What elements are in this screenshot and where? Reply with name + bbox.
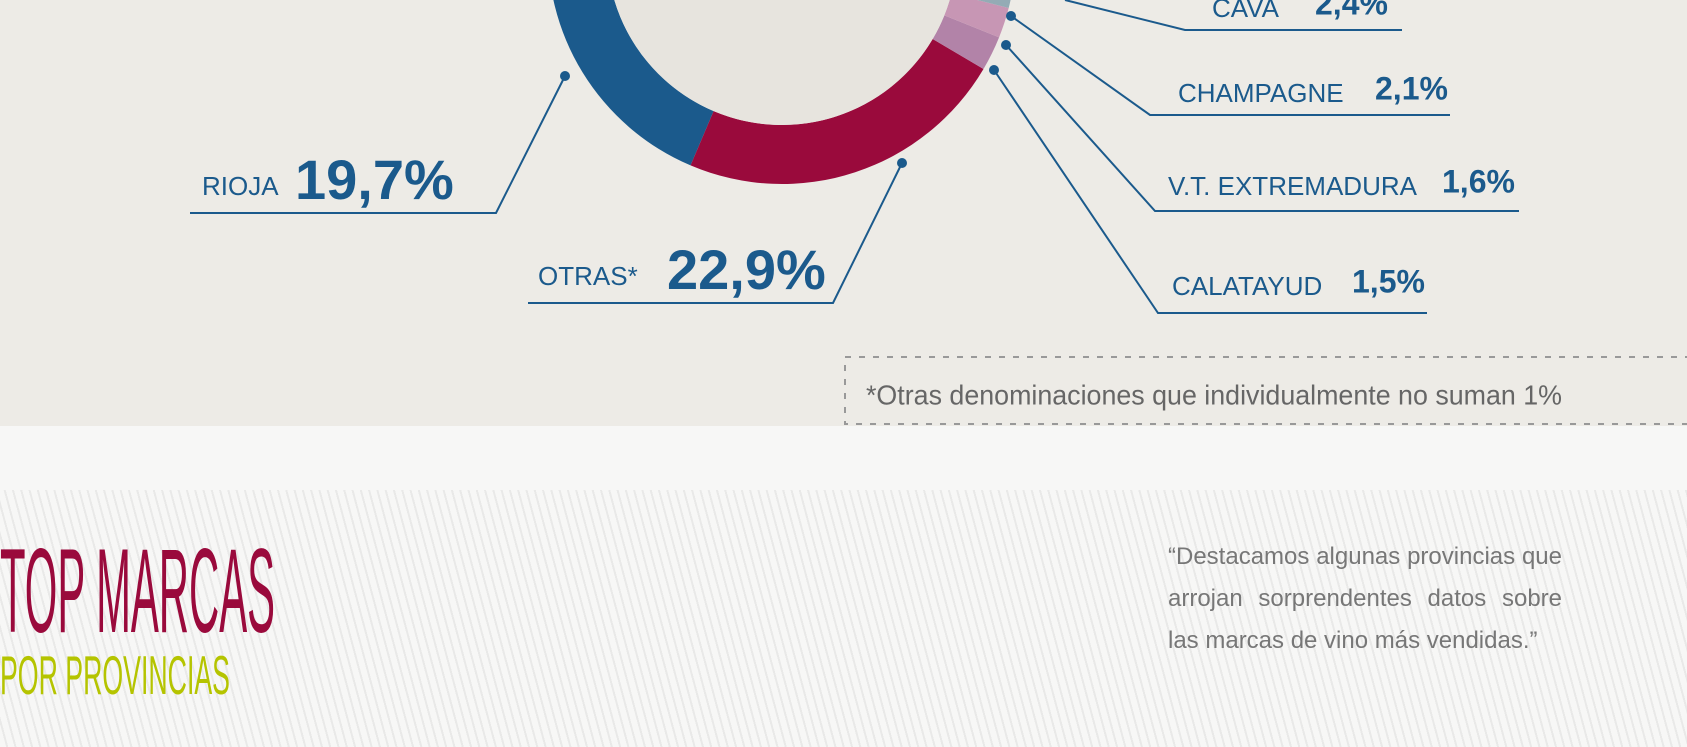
leader-dot: [989, 65, 999, 75]
pie-slice: [944, 0, 1009, 38]
value-label: 1,6%: [1442, 163, 1515, 199]
striped-band: [0, 490, 1687, 747]
value-label: 2,1%: [1375, 70, 1448, 106]
leader-dot: [560, 71, 570, 81]
value-label: 22,9%: [667, 238, 826, 301]
footnote-box: [844, 356, 1687, 425]
footnote: *Otras denominaciones que individualment…: [866, 379, 1562, 410]
pie-slice: [977, 0, 1011, 9]
quote: “Destacamos algunas provincias que arroj…: [1168, 543, 1562, 654]
leader-line: [1064, 0, 1402, 31]
leader-dot: [1001, 40, 1011, 50]
value-label: 2,4%: [1315, 0, 1388, 21]
pie-slice: [553, 0, 714, 166]
pie-slice: [932, 15, 1000, 69]
category-label: RIOJA: [202, 171, 279, 201]
leader-line: [993, 69, 1427, 314]
category-label: CHAMPAGNE: [1178, 78, 1344, 108]
category-label: CALATAYUD: [1172, 271, 1322, 301]
leader-line: [528, 162, 903, 304]
section-title: TOP MARCAS: [0, 524, 275, 658]
category-label: OTRAS*: [538, 261, 638, 291]
leader-line: [190, 75, 566, 214]
donut-hole: [614, 0, 950, 125]
leader-dot: [1006, 11, 1016, 21]
leader-dot: [897, 158, 907, 168]
value-label: 19,7%: [295, 148, 454, 211]
value-label: 1,5%: [1352, 263, 1425, 299]
category-label: CAVA: [1212, 0, 1280, 23]
category-label: V.T. EXTREMADURA: [1168, 171, 1418, 201]
section-subtitle: POR PROVINCIAS: [0, 644, 230, 706]
leader-line: [1005, 44, 1519, 212]
leader-line: [1010, 15, 1450, 116]
pie-slice: [690, 38, 984, 185]
